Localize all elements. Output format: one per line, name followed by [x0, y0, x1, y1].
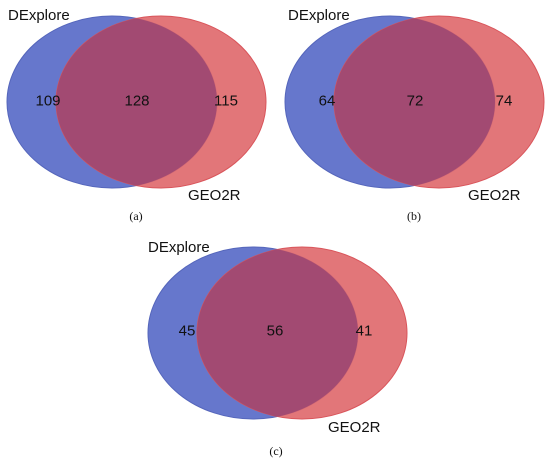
only-a-count: 45 [179, 323, 196, 340]
set-a-label: DExplore [148, 239, 210, 256]
venn-panel-b: DExplore GEO2R 64 72 74 (b) [284, 7, 545, 223]
overlap-count: 56 [267, 323, 284, 340]
panel-caption: (b) [407, 209, 421, 223]
only-a-count: 109 [35, 93, 60, 110]
set-b-label: GEO2R [328, 419, 381, 436]
panel-caption: (c) [269, 444, 282, 458]
only-b-count: 41 [356, 323, 373, 340]
set-b-label: GEO2R [468, 187, 521, 204]
venn-panel-a: DExplore GEO2R 109 128 115 (a) [6, 7, 267, 223]
venn-panel-c: DExplore GEO2R 45 56 41 (c) [147, 239, 408, 458]
set-a-label: DExplore [288, 7, 350, 24]
only-b-count: 115 [214, 93, 238, 110]
panel-caption: (a) [129, 209, 142, 223]
only-a-count: 64 [319, 93, 336, 110]
overlap-count: 72 [407, 93, 424, 110]
only-b-count: 74 [496, 93, 513, 110]
overlap-count: 128 [124, 93, 149, 110]
set-a-label: DExplore [8, 7, 70, 24]
set-b-label: GEO2R [188, 187, 241, 204]
